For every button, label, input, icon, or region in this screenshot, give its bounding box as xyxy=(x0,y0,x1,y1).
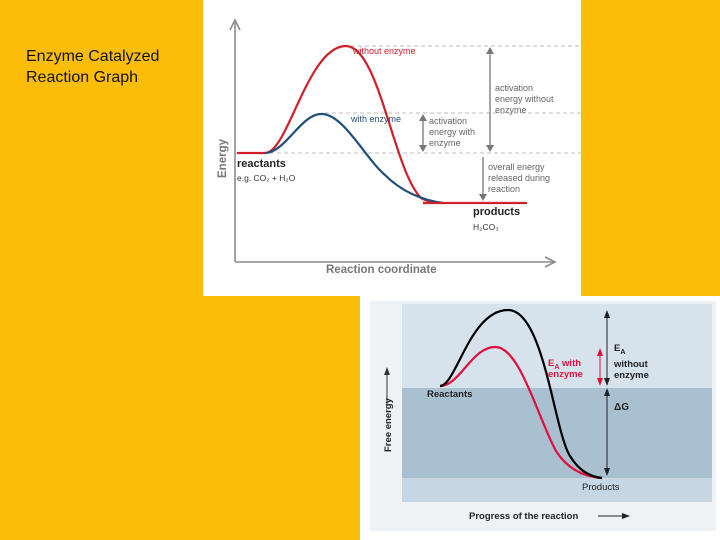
curve-without-label: without enzyme xyxy=(352,46,416,56)
energy-released-label-1: overall energy xyxy=(488,162,545,172)
products-label: products xyxy=(473,206,520,218)
band-lower xyxy=(402,478,712,502)
curve-with-enzyme xyxy=(439,345,603,480)
ea-without-arrowhead-down xyxy=(486,145,494,152)
ea-with-subscript: A xyxy=(554,364,559,371)
products-label: Products xyxy=(582,482,620,493)
ea-with-label-1: activation xyxy=(429,116,467,126)
ea-without-e: E xyxy=(614,343,620,354)
delta-g-arrowhead-up xyxy=(604,388,610,396)
x-axis-arrowhead xyxy=(622,513,630,519)
ea-with-label-3: enzyme xyxy=(429,138,461,148)
energy-released-label-2: released during xyxy=(488,173,550,183)
products-formula: H₂CO₃ xyxy=(473,222,499,232)
y-axis-label: Free energy xyxy=(383,397,394,452)
ea-without-arrowhead-down xyxy=(604,378,610,386)
ea-with-arrowhead-down xyxy=(419,145,427,152)
reactants-example: e.g. CO₂ + H₂O xyxy=(237,173,296,183)
ea-with-label: EA with xyxy=(548,358,581,371)
energy-diagram-panel: without enzyme with enzyme reactants e.g… xyxy=(203,0,581,296)
free-energy-diagram-panel: Free energy Reactants Products EA with e… xyxy=(360,296,720,540)
band-top xyxy=(402,304,712,388)
ea-with-arrowhead-down xyxy=(597,378,603,386)
free-energy-diagram: Free energy Reactants Products EA with e… xyxy=(370,301,716,531)
ea-with-label-2: energy with xyxy=(429,127,475,137)
ea-without-arrowhead-up xyxy=(486,47,494,54)
ea-with-arrowhead-up xyxy=(419,114,427,121)
ea-without-subscript: A xyxy=(620,349,625,356)
x-axis-arrowhead xyxy=(544,256,557,268)
ea-with-arrowhead-up xyxy=(597,348,603,356)
ea-without-arrowhead-up xyxy=(604,310,610,318)
band-middle xyxy=(402,388,712,478)
ea-with-text: with xyxy=(559,358,581,369)
energy-diagram: without enzyme with enzyme reactants e.g… xyxy=(217,18,581,276)
ea-without-label-1: activation xyxy=(495,83,533,93)
curve-with-label: with enzyme xyxy=(350,114,401,124)
curve-without-enzyme xyxy=(439,308,603,480)
energy-released-label-3: reaction xyxy=(488,184,520,194)
curve-with-enzyme xyxy=(264,112,444,205)
slide-title-line-1: Enzyme Catalyzed xyxy=(26,48,160,65)
y-axis-arrowhead xyxy=(229,18,241,31)
ea-without-label-3: enzyme xyxy=(614,370,649,381)
reactants-label: reactants xyxy=(237,158,286,170)
reactants-label: Reactants xyxy=(427,389,472,400)
slide-title-line-2: Reaction Graph xyxy=(26,69,139,86)
ea-without-label-3: enzyme xyxy=(495,105,527,115)
delta-g-label: ΔG xyxy=(614,402,629,413)
x-axis-label: Reaction coordinate xyxy=(326,264,437,276)
ea-without-label: EA xyxy=(614,343,625,356)
x-axis-label: Progress of the reaction xyxy=(469,511,578,522)
slide-title: Enzyme Catalyzed Reaction Graph xyxy=(26,46,206,88)
ea-with-e: E xyxy=(548,358,554,369)
y-axis-label: Energy xyxy=(217,138,229,178)
ea-without-label-2: without xyxy=(613,359,649,370)
y-axis-arrowhead xyxy=(384,367,390,375)
ea-with-label-2: enzyme xyxy=(548,369,583,380)
energy-released-arrowhead xyxy=(479,194,487,201)
ea-without-label-2: energy without xyxy=(495,94,554,104)
delta-g-arrowhead-down xyxy=(604,468,610,476)
